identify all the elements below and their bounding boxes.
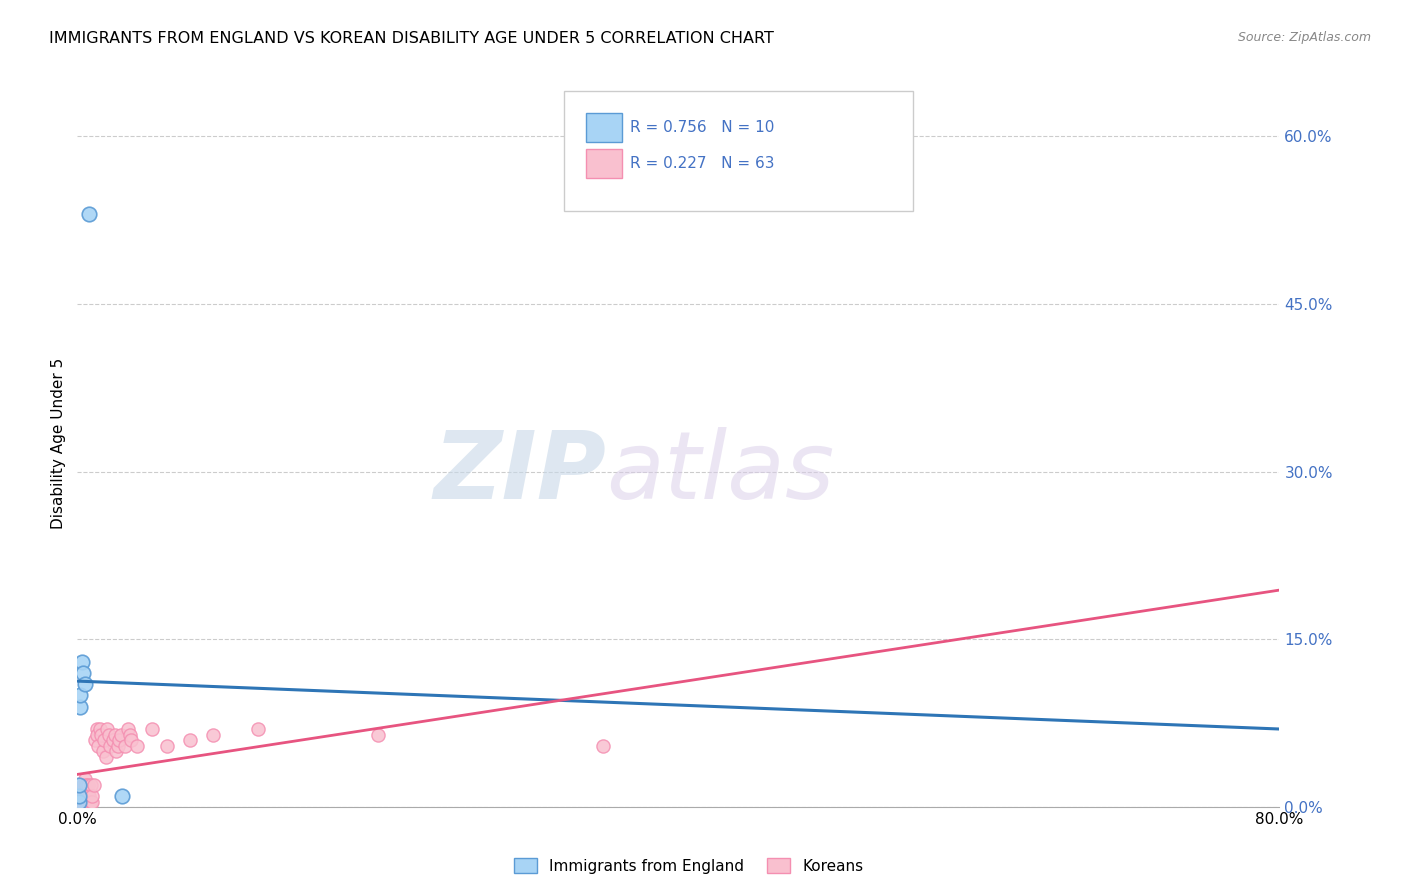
Point: [82, 795, 104, 809]
Point: [107, 739, 129, 753]
Text: IMMIGRANTS FROM ENGLAND VS KOREAN DISABILITY AGE UNDER 5 CORRELATION CHART: IMMIGRANTS FROM ENGLAND VS KOREAN DISABI…: [49, 31, 775, 46]
Point: [592, 739, 614, 753]
Point: [246, 722, 269, 736]
Point: [72, 666, 94, 681]
Point: [73, 772, 96, 787]
Point: [118, 728, 141, 742]
Point: [80, 778, 103, 792]
Text: R = 0.227   N = 63: R = 0.227 N = 63: [630, 156, 775, 171]
Point: [90, 728, 112, 742]
Point: [76, 795, 98, 809]
Point: [76, 778, 98, 792]
Point: [67, 795, 90, 809]
Point: [86, 728, 108, 742]
Point: [73, 795, 96, 809]
Point: [84, 733, 107, 747]
Point: [367, 728, 389, 742]
Point: [76, 789, 98, 803]
Point: [89, 722, 111, 736]
Point: [201, 728, 224, 742]
Point: [72, 789, 94, 803]
Text: Source: ZipAtlas.com: Source: ZipAtlas.com: [1237, 31, 1371, 45]
Point: [70, 789, 93, 803]
Point: [69, 789, 91, 803]
Point: [67, 789, 90, 803]
Text: ZIP: ZIP: [433, 427, 606, 519]
Point: [100, 739, 122, 753]
Point: [120, 733, 142, 747]
Point: [104, 728, 127, 742]
Point: [73, 677, 96, 691]
Point: [86, 722, 108, 736]
Point: [97, 728, 120, 742]
Point: [82, 789, 104, 803]
Point: [69, 699, 91, 714]
FancyBboxPatch shape: [586, 149, 621, 178]
Point: [67, 778, 90, 792]
Legend: Immigrants from England, Koreans: Immigrants from England, Koreans: [508, 852, 870, 880]
Point: [108, 733, 131, 747]
Point: [127, 739, 149, 753]
Point: [79, 795, 101, 809]
Point: [79, 789, 101, 803]
Point: [87, 739, 110, 753]
Point: [70, 783, 93, 797]
Point: [83, 778, 105, 792]
Point: [69, 689, 91, 703]
Point: [156, 739, 179, 753]
Point: [70, 789, 93, 803]
Point: [73, 778, 96, 792]
Point: [75, 778, 97, 792]
Point: [67, 789, 90, 803]
Point: [73, 789, 96, 803]
Point: [96, 722, 118, 736]
Point: [75, 789, 97, 803]
Point: [111, 789, 134, 803]
Point: [72, 778, 94, 792]
Point: [141, 722, 163, 736]
Point: [114, 739, 136, 753]
Point: [103, 733, 125, 747]
FancyBboxPatch shape: [564, 91, 912, 211]
Point: [105, 744, 128, 758]
Point: [70, 795, 93, 809]
Point: [117, 722, 139, 736]
Text: atlas: atlas: [606, 427, 835, 518]
Point: [94, 750, 117, 764]
Point: [91, 744, 114, 758]
Point: [80, 795, 103, 809]
Point: [93, 733, 115, 747]
Point: [69, 789, 91, 803]
Point: [67, 789, 90, 803]
Point: [179, 733, 201, 747]
Point: [110, 728, 132, 742]
Point: [69, 795, 91, 809]
Y-axis label: Disability Age Under 5: Disability Age Under 5: [51, 359, 66, 529]
Point: [75, 795, 97, 809]
Point: [72, 789, 94, 803]
Point: [67, 795, 90, 809]
Point: [79, 207, 101, 221]
FancyBboxPatch shape: [586, 113, 621, 142]
Point: [69, 783, 91, 797]
Point: [70, 655, 93, 669]
Point: [72, 795, 94, 809]
Point: [67, 795, 90, 809]
Text: R = 0.756   N = 10: R = 0.756 N = 10: [630, 120, 775, 135]
